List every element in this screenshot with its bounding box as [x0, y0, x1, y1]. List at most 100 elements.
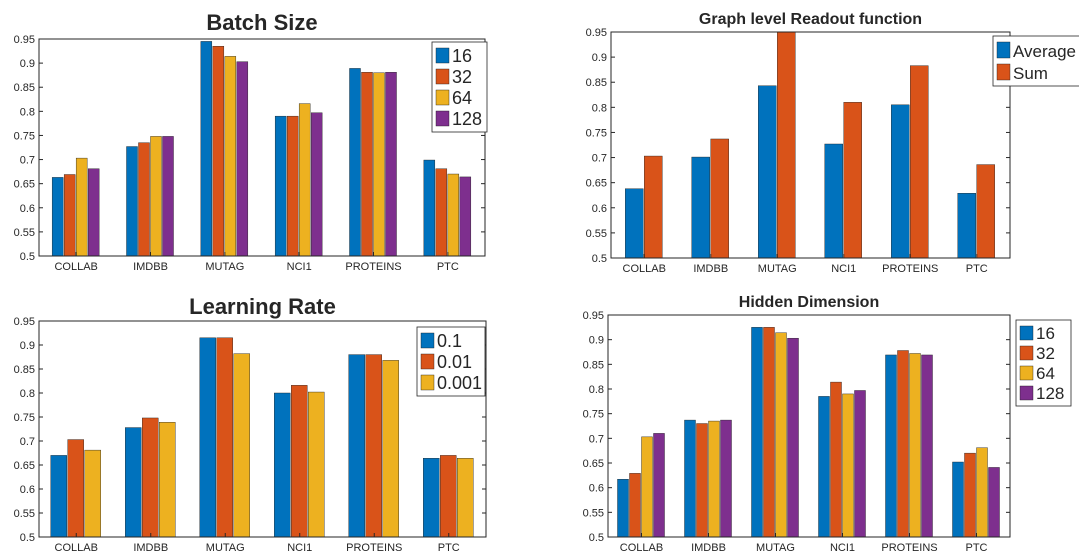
y-tick-label: 0.75: [14, 130, 35, 142]
x-tick-label: MUTAG: [756, 542, 795, 554]
y-tick-label: 0.85: [14, 364, 35, 376]
bar: [842, 393, 854, 538]
x-tick-label: IMDBB: [133, 261, 168, 273]
legend-swatch: [435, 89, 450, 106]
x-tick-label: NCI1: [287, 261, 312, 273]
y-tick-label: 0.55: [586, 228, 607, 240]
y-tick-label: 0.95: [14, 34, 35, 46]
bar: [50, 455, 67, 538]
bar: [684, 419, 696, 538]
legend-swatch: [996, 41, 1011, 59]
bar: [75, 157, 88, 257]
bar: [897, 350, 909, 538]
chart-readout-function: Graph level Readout function 0.5 0.55 0.6 0.…: [586, 11, 1079, 275]
bar: [653, 433, 665, 538]
x-tick-label: NCI1: [831, 263, 856, 275]
legend-swatch: [435, 68, 450, 85]
chart-title: Batch Size: [206, 10, 317, 35]
bar: [957, 193, 976, 259]
bar: [952, 461, 964, 538]
y-tick-label: 0.8: [589, 384, 604, 396]
bar: [720, 419, 732, 538]
y-tick-label: 0.6: [20, 203, 35, 215]
x-tick-label: PTC: [437, 261, 459, 273]
bar: [291, 385, 308, 538]
bar: [224, 56, 237, 257]
bar: [921, 354, 933, 538]
bar: [349, 68, 361, 257]
y-tick-label: 0.7: [592, 153, 607, 165]
legend-label: 128: [452, 109, 482, 129]
bar: [885, 354, 897, 538]
x-tick-label: NCI1: [287, 542, 312, 554]
legend-label: 32: [1036, 344, 1055, 363]
y-tick-label: 0.95: [586, 27, 607, 39]
legend-label: 32: [452, 67, 472, 87]
bar: [459, 176, 472, 257]
legend-label: 64: [1036, 364, 1055, 383]
bar: [710, 138, 729, 259]
y-tick-label: 0.65: [14, 460, 35, 472]
bar: [385, 72, 397, 257]
legend-swatch: [420, 353, 435, 370]
bar: [373, 72, 385, 257]
bar: [199, 337, 216, 538]
bar: [763, 327, 775, 538]
bar: [708, 420, 720, 538]
legend-label: 16: [452, 46, 472, 66]
legend-swatch: [435, 47, 450, 64]
legend-swatch: [435, 110, 450, 127]
x-tick-label: COLLAB: [620, 542, 663, 554]
bar: [435, 168, 448, 257]
x-tick-label: COLLAB: [54, 261, 97, 273]
legend-label: 128: [1036, 384, 1064, 403]
bar: [348, 354, 365, 538]
bar: [236, 61, 249, 257]
bar: [126, 146, 138, 257]
y-tick-label: 0.5: [592, 253, 607, 265]
x-tick-label: PTC: [966, 542, 988, 554]
x-tick-label: MUTAG: [206, 542, 245, 554]
legend-swatch: [420, 332, 435, 349]
bar: [964, 452, 976, 538]
y-tick-label: 0.6: [589, 483, 604, 495]
x-tick-label: MUTAG: [758, 263, 797, 275]
y-tick-label: 0.9: [592, 52, 607, 64]
x-tick-label: IMDBB: [691, 542, 726, 554]
bar: [216, 337, 233, 538]
y-tick-label: 0.55: [14, 227, 35, 239]
bar: [909, 353, 921, 538]
y-tick-label: 0.9: [589, 335, 604, 347]
x-tick-label: PROTEINS: [345, 261, 401, 273]
legend-swatch: [1019, 365, 1034, 381]
bar: [84, 449, 101, 538]
bar: [818, 396, 830, 538]
y-tick-label: 0.65: [583, 458, 604, 470]
bar: [382, 360, 399, 538]
bar: [310, 112, 323, 257]
legend-swatch: [420, 374, 435, 391]
bar: [891, 104, 910, 259]
y-tick-label: 0.9: [20, 58, 35, 70]
y-tick-label: 0.55: [583, 507, 604, 519]
x-tick-label: COLLAB: [55, 542, 98, 554]
bar: [751, 327, 763, 538]
y-tick-label: 0.85: [583, 359, 604, 371]
legend-swatch: [1019, 345, 1034, 361]
bar: [830, 381, 842, 538]
bar: [365, 354, 382, 538]
y-tick-label: 0.8: [592, 102, 607, 114]
legend-label: 0.1: [437, 331, 462, 351]
y-tick-label: 0.75: [586, 127, 607, 139]
bar: [644, 155, 663, 259]
bar: [67, 439, 84, 538]
y-tick-label: 0.6: [592, 203, 607, 215]
y-tick-label: 0.7: [589, 433, 604, 445]
bar: [758, 85, 777, 259]
y-tick-label: 0.75: [14, 412, 35, 424]
bar: [976, 447, 988, 538]
y-tick-label: 0.6: [20, 484, 35, 496]
y-tick-label: 0.65: [14, 179, 35, 191]
y-tick-label: 0.9: [20, 340, 35, 352]
bar: [125, 427, 142, 538]
